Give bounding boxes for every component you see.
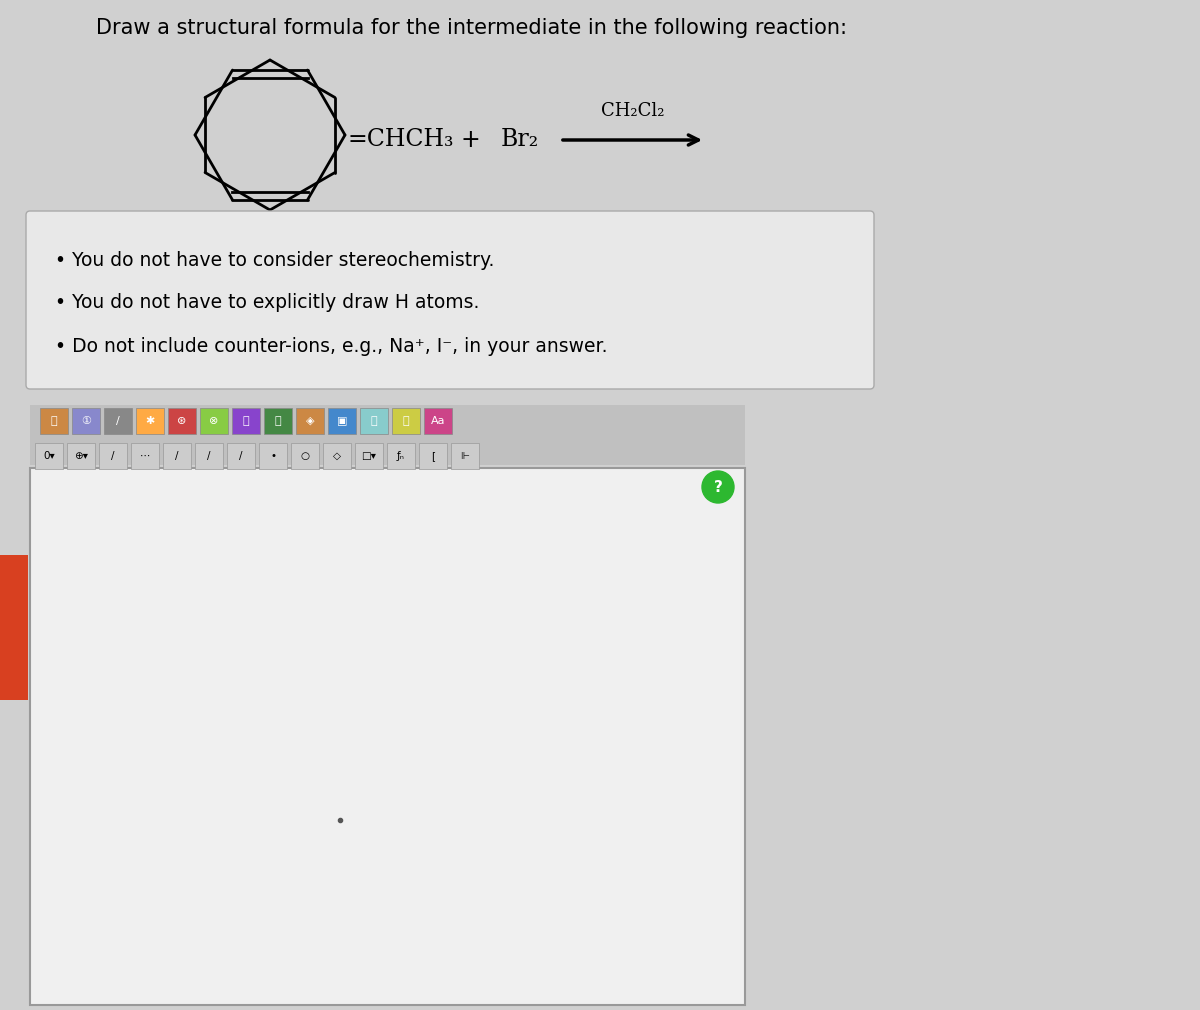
Text: CH₂Cl₂: CH₂Cl₂ bbox=[601, 102, 665, 120]
Text: ƒₙ: ƒₙ bbox=[397, 451, 404, 461]
Text: ⊛: ⊛ bbox=[178, 416, 187, 426]
Circle shape bbox=[702, 471, 734, 503]
Bar bbox=[30, 405, 745, 465]
Bar bbox=[386, 443, 415, 469]
Bar bbox=[355, 443, 383, 469]
Bar bbox=[323, 443, 352, 469]
Bar bbox=[296, 408, 324, 434]
Bar bbox=[0, 556, 28, 700]
Text: ⊕▾: ⊕▾ bbox=[74, 451, 88, 461]
Bar bbox=[98, 443, 127, 469]
Bar bbox=[168, 408, 196, 434]
Bar bbox=[200, 408, 228, 434]
Text: /: / bbox=[208, 451, 211, 461]
Bar bbox=[264, 408, 292, 434]
Text: Br₂: Br₂ bbox=[500, 128, 539, 152]
Bar bbox=[40, 408, 68, 434]
Bar bbox=[259, 443, 287, 469]
Text: ✋: ✋ bbox=[50, 416, 58, 426]
Text: [: [ bbox=[431, 451, 436, 461]
Text: ①: ① bbox=[82, 416, 91, 426]
Bar bbox=[424, 408, 452, 434]
Text: ?: ? bbox=[714, 480, 722, 495]
Bar bbox=[30, 468, 745, 1005]
Bar bbox=[232, 408, 260, 434]
Text: •: • bbox=[270, 451, 276, 461]
Bar bbox=[360, 408, 388, 434]
Bar bbox=[392, 408, 420, 434]
Text: +: + bbox=[460, 128, 480, 152]
Text: 🔍: 🔍 bbox=[403, 416, 409, 426]
Text: ◈: ◈ bbox=[306, 416, 314, 426]
Bar bbox=[227, 443, 256, 469]
Text: ⋯: ⋯ bbox=[140, 451, 150, 461]
Text: /: / bbox=[112, 451, 115, 461]
Bar bbox=[131, 443, 158, 469]
Text: □▾: □▾ bbox=[361, 451, 377, 461]
Text: =CHCH₃: =CHCH₃ bbox=[347, 128, 454, 152]
Bar bbox=[72, 408, 100, 434]
Bar bbox=[419, 443, 446, 469]
Text: 🔍: 🔍 bbox=[371, 416, 377, 426]
Text: /: / bbox=[239, 451, 242, 461]
Bar bbox=[35, 443, 64, 469]
Bar bbox=[328, 408, 356, 434]
Bar bbox=[104, 408, 132, 434]
Text: Draw a structural formula for the intermediate in the following reaction:: Draw a structural formula for the interm… bbox=[96, 18, 847, 38]
Text: • Do not include counter-ions, e.g., Na⁺, I⁻, in your answer.: • Do not include counter-ions, e.g., Na⁺… bbox=[55, 336, 607, 356]
Text: Aa: Aa bbox=[431, 416, 445, 426]
Text: /: / bbox=[175, 451, 179, 461]
FancyBboxPatch shape bbox=[26, 211, 874, 389]
Text: ⌒: ⌒ bbox=[242, 416, 250, 426]
Text: • You do not have to consider stereochemistry.: • You do not have to consider stereochem… bbox=[55, 250, 494, 270]
Bar bbox=[194, 443, 223, 469]
Text: ⊩: ⊩ bbox=[461, 451, 469, 461]
Text: • You do not have to explicitly draw H atoms.: • You do not have to explicitly draw H a… bbox=[55, 294, 479, 312]
Text: 0▾: 0▾ bbox=[43, 451, 55, 461]
Bar bbox=[67, 443, 95, 469]
Bar bbox=[292, 443, 319, 469]
Bar bbox=[451, 443, 479, 469]
Text: ⊗: ⊗ bbox=[209, 416, 218, 426]
Bar bbox=[136, 408, 164, 434]
Text: ○: ○ bbox=[300, 451, 310, 461]
Bar bbox=[163, 443, 191, 469]
Text: ✱: ✱ bbox=[145, 416, 155, 426]
Text: /: / bbox=[116, 416, 120, 426]
Text: ⌒: ⌒ bbox=[275, 416, 281, 426]
Text: ◇: ◇ bbox=[334, 451, 341, 461]
Text: ▣: ▣ bbox=[337, 416, 347, 426]
